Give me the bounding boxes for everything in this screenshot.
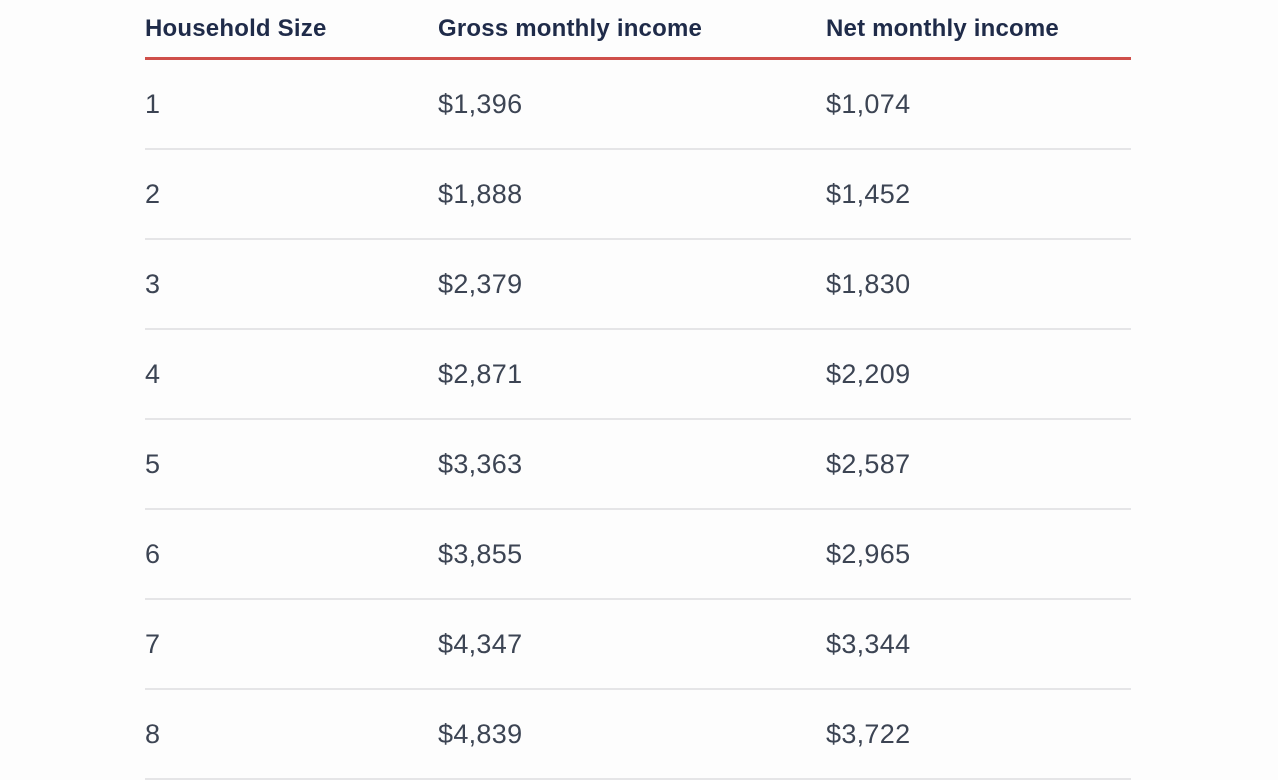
household-size-cell: 1 [145, 88, 161, 119]
household-size-cell: 4 [145, 358, 161, 389]
header-gross-monthly-income: Gross monthly income [438, 14, 703, 42]
gross-income-cell: $1,888 [438, 178, 523, 209]
header-net-monthly-income: Net monthly income [826, 14, 1059, 42]
table-row: 6 $3,855 $2,965 [145, 510, 1131, 600]
household-size-cell: 7 [145, 628, 161, 659]
table-row: 7 $4,347 $3,344 [145, 600, 1131, 690]
table-header-row: Household Size Gross monthly income Net … [145, 0, 1131, 60]
gross-income-cell: $3,363 [438, 448, 523, 479]
table-row: 8 $4,839 $3,722 [145, 690, 1131, 780]
table-row: 3 $2,379 $1,830 [145, 240, 1131, 330]
gross-income-cell: $1,396 [438, 88, 523, 119]
table-row: 1 $1,396 $1,074 [145, 60, 1131, 150]
net-income-cell: $2,209 [826, 358, 911, 389]
header-household-size: Household Size [145, 14, 327, 42]
net-income-cell: $1,452 [826, 178, 911, 209]
household-size-cell: 8 [145, 718, 161, 749]
table-row: 5 $3,363 $2,587 [145, 420, 1131, 510]
household-size-cell: 3 [145, 268, 161, 299]
table-row: 2 $1,888 $1,452 [145, 150, 1131, 240]
net-income-cell: $1,074 [826, 88, 911, 119]
gross-income-cell: $2,871 [438, 358, 523, 389]
gross-income-cell: $4,347 [438, 628, 523, 659]
gross-income-cell: $4,839 [438, 718, 523, 749]
net-income-cell: $3,344 [826, 628, 911, 659]
household-size-cell: 2 [145, 178, 161, 209]
table-row: 4 $2,871 $2,209 [145, 330, 1131, 420]
net-income-cell: $1,830 [826, 268, 911, 299]
household-size-cell: 6 [145, 538, 161, 569]
gross-income-cell: $3,855 [438, 538, 523, 569]
net-income-cell: $3,722 [826, 718, 911, 749]
net-income-cell: $2,587 [826, 448, 911, 479]
household-size-cell: 5 [145, 448, 161, 479]
income-limits-table: Household Size Gross monthly income Net … [145, 0, 1131, 780]
net-income-cell: $2,965 [826, 538, 911, 569]
gross-income-cell: $2,379 [438, 268, 523, 299]
